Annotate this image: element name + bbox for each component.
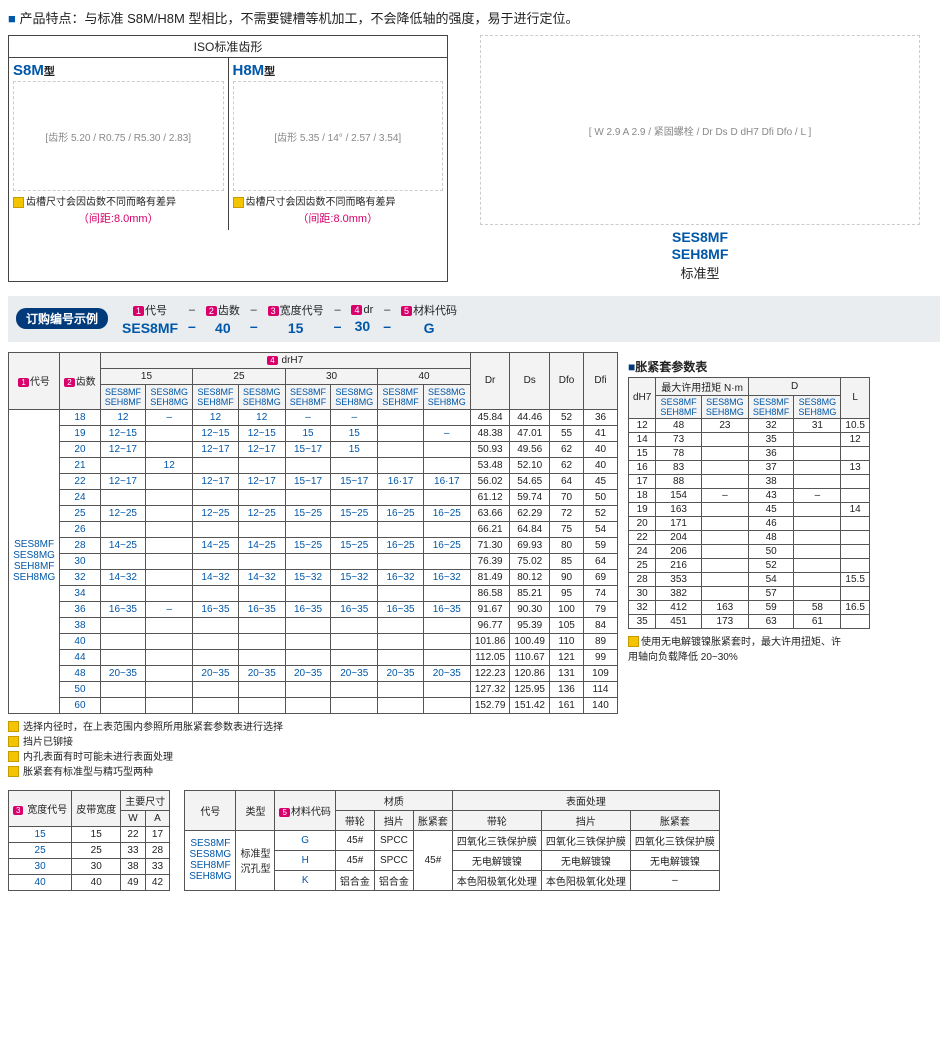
note-line: 内孔表面有时可能未进行表面处理	[8, 750, 940, 765]
warn-icon	[628, 636, 639, 647]
pulley-code2: SEH8MF	[460, 246, 940, 263]
h8m-name: H8M	[233, 62, 265, 79]
note-line: 选择内径时，在上表范围内参照所用胀紧套参数表进行选择	[8, 720, 940, 735]
tight-title: ■胀紧套参数表	[628, 358, 870, 375]
s8m-diagram: [齿形 5.20 / R0.75 / R5.30 / 2.83]	[13, 81, 224, 191]
pulley-sub: 标准型	[460, 263, 940, 282]
h8m-diagram: [齿形 5.35 / 14° / 2.57 / 3.54]	[233, 81, 444, 191]
bottom-row: 3 宽度代号皮带宽度主要尺寸WA151522172525332830303833…	[8, 790, 940, 891]
order-field: 2齿数40	[206, 302, 240, 336]
top-row: ISO标准齿形 S8M型 [齿形 5.20 / R0.75 / R5.30 / …	[8, 35, 940, 282]
width-table: 3 宽度代号皮带宽度主要尺寸WA151522172525332830303833…	[8, 790, 170, 891]
tight-table: dH7最大许用扭矩 N·mDLSES8MF SEH8MFSES8MG SEH8M…	[628, 377, 870, 629]
note-line: 胀紧套有标准型与精巧型两种	[8, 765, 940, 780]
tooth-profile-box: ISO标准齿形 S8M型 [齿形 5.20 / R0.75 / R5.30 / …	[8, 35, 448, 282]
warn-icon	[233, 197, 244, 208]
main-table: 1代号2齿数4 drH7DrDsDfoDfi15253040SES8MF SEH…	[8, 352, 618, 714]
order-bar: 订购编号示例 1代号SES8MF––2齿数40––3宽度代号15––4dr30–…	[8, 296, 940, 342]
s8m-warn: 齿槽尺寸会因齿数不同而略有差异	[13, 193, 224, 208]
order-title: 订购编号示例	[16, 308, 108, 329]
order-field: 3宽度代号15	[268, 302, 324, 336]
h8m-warn: 齿槽尺寸会因齿数不同而略有差异	[233, 193, 444, 208]
pulley-diagram: [ W 2.9 A 2.9 / 紧固螺栓 / Dr Ds D dH7 Dfi D…	[480, 35, 920, 225]
pulley-code1: SES8MF	[460, 229, 940, 246]
profile-title: ISO标准齿形	[9, 36, 447, 58]
bullet: ■	[8, 11, 19, 26]
s8m-pitch: （间距:8.0mm）	[13, 210, 224, 226]
order-field: 1代号SES8MF	[122, 302, 178, 336]
h8m-suffix: 型	[264, 66, 275, 78]
s8m-suffix: 型	[44, 66, 55, 78]
feature-text: 产品特点：与标准 S8M/H8M 型相比，不需要键槽等机加工，不会降低轴的强度，…	[19, 11, 578, 26]
note-line: 挡片已铆接	[8, 735, 940, 750]
notes: 选择内径时，在上表范围内参照所用胀紧套参数表进行选择挡片已铆接内孔表面有时可能未…	[8, 720, 940, 780]
pulley-box: [ W 2.9 A 2.9 / 紧固螺栓 / Dr Ds D dH7 Dfi D…	[460, 35, 940, 282]
h8m-pitch: （间距:8.0mm）	[233, 210, 444, 226]
feature-line: ■ 产品特点：与标准 S8M/H8M 型相比，不需要键槽等机加工，不会降低轴的强…	[8, 8, 940, 27]
tight-note: 使用无电解镀镍胀紧套时，最大许用扭矩、许用轴向负载降低 20~30%	[628, 633, 848, 663]
order-field: 5材料代码G	[401, 302, 457, 336]
h8m-col: H8M型 [齿形 5.35 / 14° / 2.57 / 3.54] 齿槽尺寸会…	[228, 58, 448, 230]
warn-icon	[13, 197, 24, 208]
s8m-name: S8M	[13, 62, 44, 79]
material-table: 代号类型5材料代码材质表面处理带轮挡片胀紧套带轮挡片胀紧套SES8MF SES8…	[184, 790, 720, 891]
tables-row: 1代号2齿数4 drH7DrDsDfoDfi15253040SES8MF SEH…	[8, 352, 940, 714]
s8m-col: S8M型 [齿形 5.20 / R0.75 / R5.30 / 2.83] 齿槽…	[9, 58, 228, 230]
order-field: 4dr30	[351, 304, 373, 334]
